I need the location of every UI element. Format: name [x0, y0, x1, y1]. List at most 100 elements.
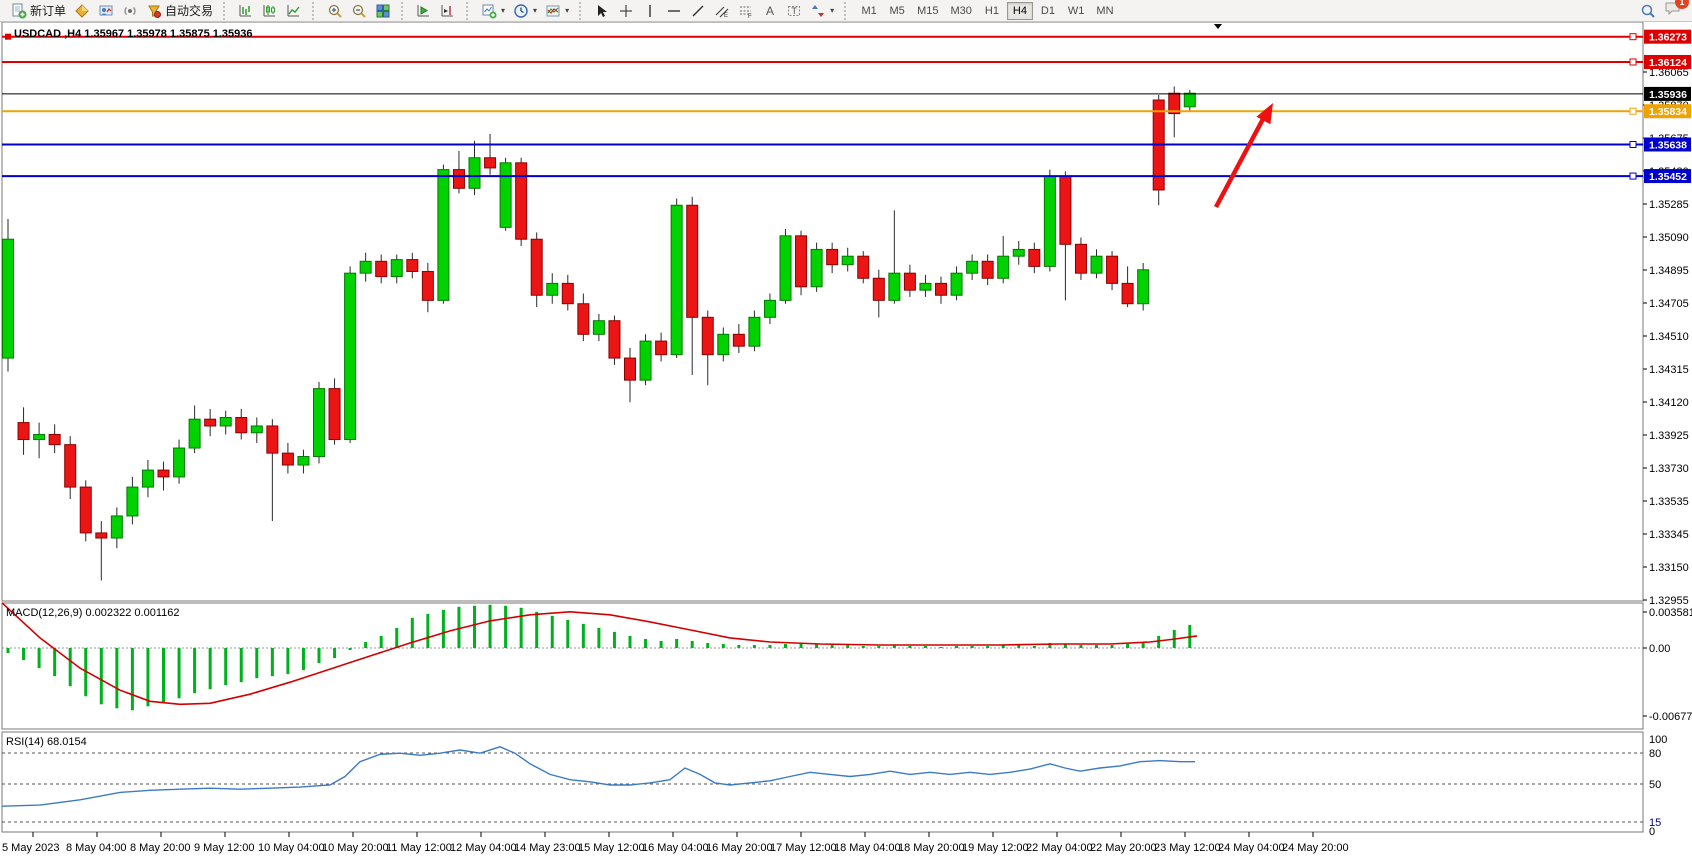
svg-text:1.35936: 1.35936: [1649, 89, 1687, 101]
candlestick-chart-button[interactable]: [258, 1, 282, 20]
svg-text:-0.006775: -0.006775: [1649, 711, 1692, 723]
svg-text:1.34705: 1.34705: [1649, 298, 1689, 310]
hline-handle[interactable]: [1629, 33, 1637, 41]
timeframe-button-M5[interactable]: M5: [889, 4, 905, 17]
chart-shift-icon: [441, 4, 454, 16]
svg-text:A: A: [766, 4, 774, 18]
bar-chart-button[interactable]: [234, 1, 258, 20]
zoom-in-icon: [328, 4, 342, 18]
svg-text:22 May 20:00: 22 May 20:00: [1090, 842, 1157, 854]
vline-tool-button[interactable]: [638, 1, 662, 20]
hline-handle[interactable]: [1629, 140, 1637, 148]
line-chart-icon: [287, 4, 300, 16]
cursor-tool-button[interactable]: [590, 1, 614, 20]
zoom-out-icon: [352, 4, 366, 18]
crosshair-icon: [620, 4, 633, 17]
arrow-annotation-head[interactable]: [1256, 103, 1273, 125]
svg-text:15: 15: [1649, 817, 1661, 829]
svg-text:19 May 12:00: 19 May 12:00: [962, 842, 1029, 854]
svg-text:1.32955: 1.32955: [1649, 595, 1689, 607]
new-chart-icon: [482, 4, 497, 18]
timeframe-button-M15[interactable]: M15: [917, 4, 939, 17]
notifications-button[interactable]: 1: [1664, 0, 1689, 21]
new-chart-button[interactable]: ▾: [477, 1, 509, 20]
timeframe-button-MN[interactable]: MN: [1096, 4, 1114, 17]
svg-text:1.35834: 1.35834: [1649, 106, 1687, 118]
svg-text:50: 50: [1649, 779, 1661, 791]
hline-handle[interactable]: [5, 33, 11, 40]
market-icon: [75, 3, 89, 18]
pane-price: [1, 21, 1644, 602]
objects-group: ▾ ▾ ▾: [474, 0, 576, 22]
indicators-button[interactable]: ▾: [541, 1, 573, 20]
timeframe-button-W1[interactable]: W1: [1067, 4, 1085, 17]
dropdown-caret: ▾: [565, 6, 570, 15]
rsi-label: RSI(14) 68.0154: [6, 736, 87, 748]
pane-rsi: [1, 731, 1644, 833]
svg-text:1.33150: 1.33150: [1649, 562, 1689, 574]
crosshair-tool-button[interactable]: [614, 1, 638, 20]
text-label-tool-button[interactable]: T: [782, 1, 806, 20]
zoom-out-button[interactable]: [347, 1, 371, 20]
timeframe-button-D1[interactable]: D1: [1040, 4, 1055, 17]
svg-text:24 May 20:00: 24 May 20:00: [1282, 842, 1349, 854]
svg-text:1.34895: 1.34895: [1649, 265, 1689, 277]
zoom-group: [320, 0, 398, 22]
hline-handle[interactable]: [1629, 107, 1637, 115]
svg-text:5 May 2023: 5 May 2023: [2, 842, 59, 854]
indicators-icon: [546, 5, 560, 16]
arrow-annotation[interactable]: [1214, 117, 1265, 209]
svg-text:1.33730: 1.33730: [1649, 463, 1689, 475]
chart-shift-button[interactable]: [436, 1, 460, 20]
search-icon[interactable]: [1640, 3, 1656, 19]
new-order-button[interactable]: 新订单: [7, 1, 70, 20]
svg-text:80: 80: [1649, 748, 1661, 760]
separator: [466, 1, 471, 20]
svg-text:16 May 20:00: 16 May 20:00: [706, 842, 773, 854]
scroll-marker: [1214, 24, 1222, 29]
svg-text:22 May 04:00: 22 May 04:00: [1026, 842, 1093, 854]
timeframe-button-M1[interactable]: M1: [861, 4, 877, 17]
timeframe-button-M30[interactable]: M30: [950, 4, 972, 17]
trade-group: 新订单: [4, 0, 220, 22]
svg-text:8 May 20:00: 8 May 20:00: [130, 842, 191, 854]
main-toolbar: 新订单: [0, 0, 1692, 22]
svg-text:12 May 04:00: 12 May 04:00: [450, 842, 517, 854]
hline-handle[interactable]: [1629, 172, 1637, 180]
trendline-tool-button[interactable]: [686, 1, 710, 20]
svg-text:11 May 12:00: 11 May 12:00: [386, 842, 452, 854]
timeframe-button-H4[interactable]: H4: [1006, 1, 1033, 20]
dropdown-caret: ▾: [533, 6, 538, 15]
hline-handle[interactable]: [1629, 58, 1637, 66]
profile-button[interactable]: [94, 1, 118, 20]
separator: [401, 1, 406, 20]
svg-text:E: E: [724, 13, 728, 19]
channel-tool-button[interactable]: E: [710, 1, 734, 20]
svg-text:1.36065: 1.36065: [1649, 67, 1689, 79]
line-chart-button[interactable]: [282, 1, 306, 20]
zoom-in-button[interactable]: [323, 1, 347, 20]
svg-text:14 May 23:00: 14 May 23:00: [514, 842, 581, 854]
macd-signal-line: [1, 602, 1198, 706]
svg-text:16 May 04:00: 16 May 04:00: [642, 842, 709, 854]
periods-button[interactable]: ▾: [509, 1, 541, 20]
market-button[interactable]: [70, 1, 94, 20]
auto-scroll-button[interactable]: [412, 1, 436, 20]
svg-text:1.34120: 1.34120: [1649, 397, 1689, 409]
new-order-icon: [12, 3, 27, 18]
hline-tool-button[interactable]: [662, 1, 686, 20]
drawing-tools-group: E F A T: [587, 0, 841, 22]
notification-badge: 1: [1675, 0, 1689, 9]
signals-button[interactable]: [118, 1, 142, 20]
shapes-tool-button[interactable]: ▾: [806, 1, 838, 20]
fibonacci-tool-button[interactable]: F: [734, 1, 758, 20]
text-tool-button[interactable]: A: [758, 1, 782, 20]
vertical-line-icon: [649, 4, 651, 17]
tile-windows-button[interactable]: [371, 1, 395, 20]
new-order-label: 新订单: [30, 4, 67, 18]
auto-trading-button[interactable]: 自动交易: [142, 1, 217, 20]
svg-text:100: 100: [1649, 734, 1667, 746]
timeframe-button-H1[interactable]: H1: [984, 4, 999, 17]
